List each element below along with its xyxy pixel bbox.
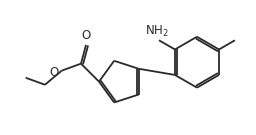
Text: O: O	[50, 66, 59, 79]
Text: O: O	[81, 29, 91, 42]
Text: NH$_2$: NH$_2$	[145, 23, 169, 38]
